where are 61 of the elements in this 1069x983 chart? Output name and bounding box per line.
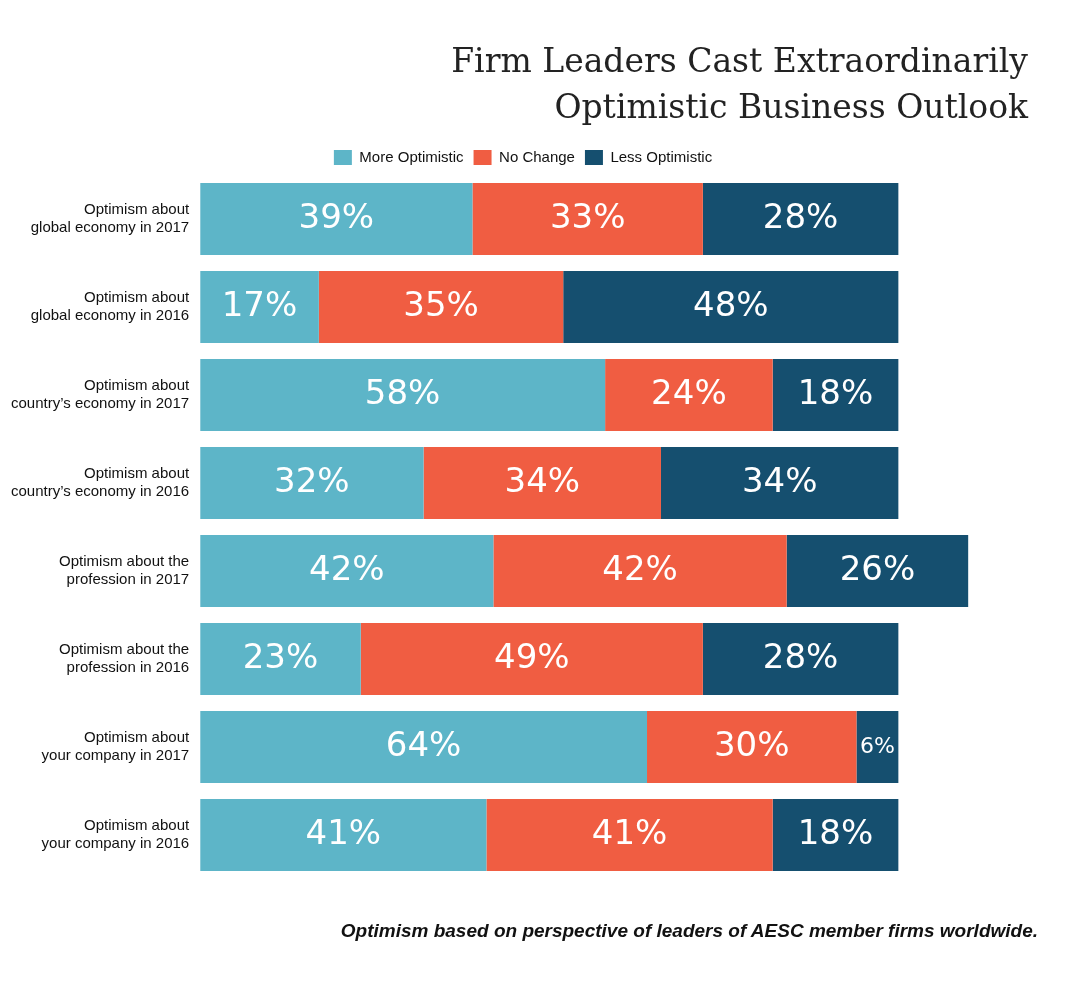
bar	[605, 358, 773, 432]
text: Optimism based on perspective of leaders of AESC member firms worldwide.	[339, 920, 1038, 942]
data-label: 42%	[602, 547, 678, 588]
data-label: 42%	[308, 547, 385, 588]
bar	[200, 270, 319, 344]
y-tick-label: Optimism about your company in 2017	[41, 728, 190, 764]
data-label: 6%	[859, 732, 895, 758]
bar	[493, 534, 787, 608]
data-label: 17%	[221, 283, 298, 324]
data-label: 24%	[651, 371, 727, 412]
data-label: 26%	[839, 547, 916, 588]
data-label: 32%	[274, 459, 350, 500]
data-label: 34%	[504, 459, 581, 500]
bar	[486, 798, 773, 872]
bar	[772, 798, 899, 872]
legend-label: Less Optimistic	[610, 147, 713, 165]
legend-label: No Change	[499, 147, 575, 165]
y-tick-label: Optimism about country’s economy in 2016	[10, 464, 190, 500]
data-label: 49%	[494, 635, 570, 676]
data-label: 34%	[741, 459, 818, 500]
y-tick-label: Optimism about the profession in 2017	[59, 552, 190, 588]
chart-title: Firm Leaders Cast Extraordinarily Optimistic Business Outlook	[450, 40, 1028, 128]
bar	[200, 182, 473, 256]
y-tick-label: Optimism about global economy in 2017	[30, 200, 190, 236]
data-label: 18%	[797, 811, 874, 852]
y-tick-label: Optimism about country’s economy in 2017	[10, 376, 190, 412]
bar	[200, 358, 606, 432]
bar	[647, 710, 857, 784]
y-tick-label: Optimism about global economy in 2016	[30, 288, 190, 324]
bar	[360, 622, 703, 696]
data-label: 41%	[591, 811, 668, 852]
data-label: 41%	[305, 811, 382, 852]
data-label: 58%	[364, 371, 441, 412]
bar	[660, 446, 899, 520]
bar	[702, 182, 899, 256]
bar	[200, 622, 361, 696]
bar	[200, 798, 487, 872]
data-label: 35%	[403, 283, 479, 324]
data-label: 64%	[385, 723, 462, 764]
y-tick-label: Optimism about the profession in 2016	[59, 640, 190, 676]
bar	[702, 622, 899, 696]
legend-label: More Optimistic	[359, 147, 465, 165]
data-label: 39%	[298, 195, 375, 236]
data-label: 33%	[549, 195, 626, 236]
bar	[200, 534, 494, 608]
data-label: 18%	[797, 371, 874, 412]
data-label: 28%	[762, 635, 839, 676]
bar	[786, 534, 969, 608]
bar	[200, 710, 648, 784]
bar	[472, 182, 703, 256]
bar	[318, 270, 564, 344]
bar	[200, 446, 424, 520]
data-label: 23%	[242, 635, 319, 676]
data-label: 48%	[693, 283, 769, 324]
bar	[772, 358, 899, 432]
bar	[423, 446, 661, 520]
bar	[563, 270, 899, 344]
data-label: 28%	[762, 195, 839, 236]
data-label: 30%	[713, 723, 790, 764]
bar	[856, 710, 899, 784]
y-tick-label: Optimism about your company in 2016	[41, 816, 190, 852]
